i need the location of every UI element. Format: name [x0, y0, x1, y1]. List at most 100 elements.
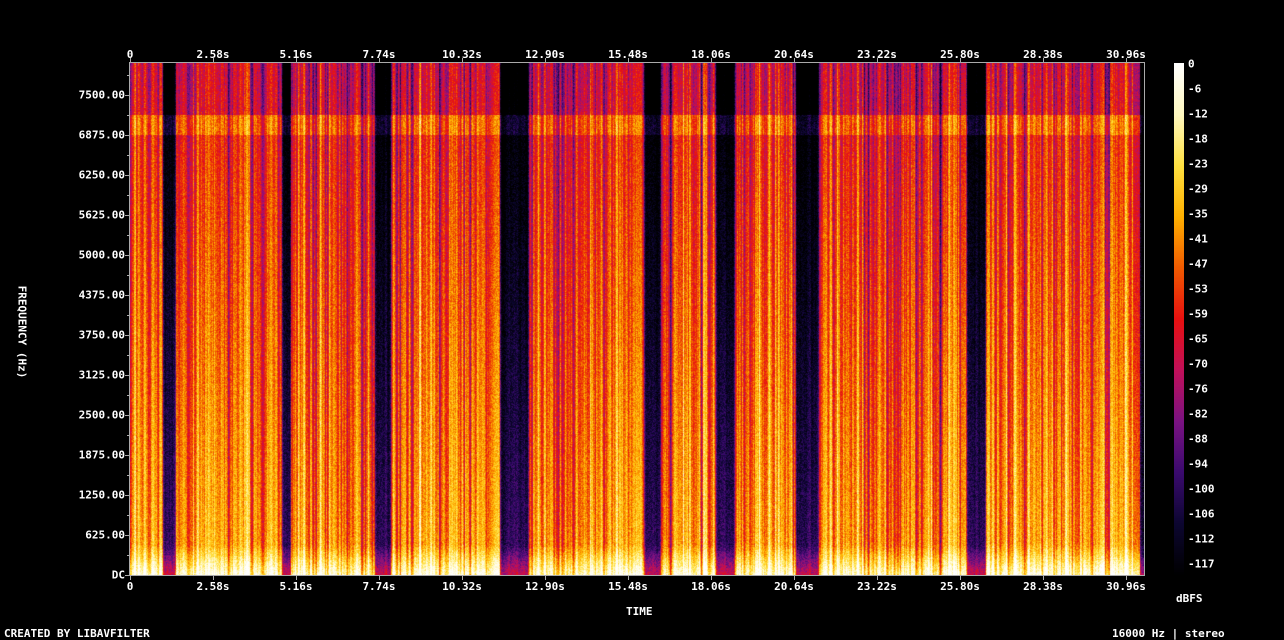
x-tick-label-bottom: 0: [126, 580, 134, 593]
x-tick-top: [877, 58, 878, 63]
x-tick-label-top: 7.74s: [362, 48, 396, 61]
x-tick-bottom: [296, 575, 297, 580]
y-tick: [125, 455, 130, 456]
x-axis-label: TIME: [626, 605, 653, 618]
y-tick-label: 1250.00: [78, 488, 125, 502]
colorbar-tick-label: -6: [1188, 82, 1202, 96]
x-tick-label-top: 2.58s: [196, 48, 230, 61]
y-minor-tick: [127, 275, 130, 276]
x-tick-bottom: [628, 575, 629, 580]
colorbar-tick-label: -76: [1188, 382, 1208, 396]
x-tick-top: [213, 58, 214, 63]
x-tick-top: [462, 58, 463, 63]
y-tick: [125, 175, 130, 176]
x-tick-label-top: 15.48s: [608, 48, 648, 61]
x-tick-top: [1043, 58, 1044, 63]
y-tick: [125, 95, 130, 96]
colorbar-tick-label: -106: [1188, 507, 1215, 521]
colorbar-label: dBFS: [1176, 592, 1203, 605]
colorbar-tick-label: -65: [1188, 332, 1208, 346]
y-tick: [125, 495, 130, 496]
x-tick-label-bottom: 5.16s: [279, 580, 313, 593]
y-tick-label: DC: [111, 568, 125, 582]
y-tick: [125, 335, 130, 336]
x-tick-label-top: 0: [126, 48, 134, 61]
x-tick-label-top: 10.32s: [442, 48, 482, 61]
colorbar-tick-label: -82: [1188, 407, 1208, 421]
x-tick-bottom: [130, 575, 131, 580]
y-minor-tick: [127, 355, 130, 356]
y-minor-tick: [127, 235, 130, 236]
y-tick: [125, 135, 130, 136]
x-tick-label-top: 20.64s: [774, 48, 814, 61]
y-tick-label: 5625.00: [78, 208, 125, 222]
x-tick-bottom: [1043, 575, 1044, 580]
x-tick-bottom: [462, 575, 463, 580]
x-tick-label-bottom: 2.58s: [196, 580, 230, 593]
x-tick-label-bottom: 10.32s: [442, 580, 482, 593]
x-tick-bottom: [877, 575, 878, 580]
credit-text: CREATED BY LIBAVFILTER: [4, 627, 150, 640]
x-tick-bottom: [379, 575, 380, 580]
x-tick-bottom: [794, 575, 795, 580]
x-tick-label-bottom: 20.64s: [774, 580, 814, 593]
y-tick: [125, 295, 130, 296]
y-minor-tick: [127, 475, 130, 476]
x-tick-label-bottom: 15.48s: [608, 580, 648, 593]
y-axis-label: FREQUENCY (Hz): [15, 285, 29, 379]
x-tick-label-bottom: 7.74s: [362, 580, 396, 593]
y-tick: [125, 535, 130, 536]
y-tick: [125, 375, 130, 376]
x-tick-label-bottom: 30.96s: [1106, 580, 1146, 593]
x-tick-label-top: 12.90s: [525, 48, 565, 61]
x-tick-bottom: [213, 575, 214, 580]
y-tick-label: 3750.00: [78, 328, 125, 342]
y-tick: [125, 215, 130, 216]
y-tick-label: 6875.00: [78, 128, 125, 142]
x-tick-bottom: [711, 575, 712, 580]
x-tick-top: [545, 58, 546, 63]
x-tick-bottom: [960, 575, 961, 580]
colorbar-tick-label: -23: [1188, 157, 1208, 171]
x-tick-bottom: [545, 575, 546, 580]
x-tick-label-bottom: 12.90s: [525, 580, 565, 593]
y-tick-label: 5000.00: [78, 248, 125, 262]
y-minor-tick: [127, 515, 130, 516]
x-tick-top: [960, 58, 961, 63]
x-tick-top: [379, 58, 380, 63]
spectrogram-heatmap: [130, 63, 1144, 575]
colorbar-tick-label: -35: [1188, 207, 1208, 221]
y-tick: [125, 575, 130, 576]
spectrogram-plot: [129, 62, 1145, 576]
colorbar-tick-label: -29: [1188, 182, 1208, 196]
y-tick-label: 2500.00: [78, 408, 125, 422]
colorbar-tick-label: -100: [1188, 482, 1215, 496]
colorbar-tick-label: -12: [1188, 107, 1208, 121]
x-tick-label-bottom: 25.80s: [940, 580, 980, 593]
y-minor-tick: [127, 75, 130, 76]
colorbar-tick-label: -47: [1188, 257, 1208, 271]
colorbar-tick-label: -70: [1188, 357, 1208, 371]
colorbar-tick-label: -117: [1188, 557, 1215, 571]
colorbar: [1174, 63, 1184, 575]
colorbar-tick-label: -94: [1188, 457, 1208, 471]
y-minor-tick: [127, 195, 130, 196]
x-tick-top: [130, 58, 131, 63]
y-minor-tick: [127, 115, 130, 116]
x-tick-label-top: 18.06s: [691, 48, 731, 61]
y-minor-tick: [127, 315, 130, 316]
x-tick-top: [794, 58, 795, 63]
y-tick-label: 625.00: [85, 528, 125, 542]
colorbar-tick-label: -112: [1188, 532, 1215, 546]
colorbar-tick-label: 0: [1188, 57, 1195, 71]
colorbar-tick-label: -59: [1188, 307, 1208, 321]
y-tick-label: 6250.00: [78, 168, 125, 182]
x-tick-top: [1126, 58, 1127, 63]
y-minor-tick: [127, 155, 130, 156]
x-tick-top: [296, 58, 297, 63]
x-tick-top: [628, 58, 629, 63]
y-minor-tick: [127, 555, 130, 556]
y-tick-label: 3125.00: [78, 368, 125, 382]
audio-info: 16000 Hz | stereo: [1112, 627, 1225, 640]
colorbar-tick-label: -88: [1188, 432, 1208, 446]
